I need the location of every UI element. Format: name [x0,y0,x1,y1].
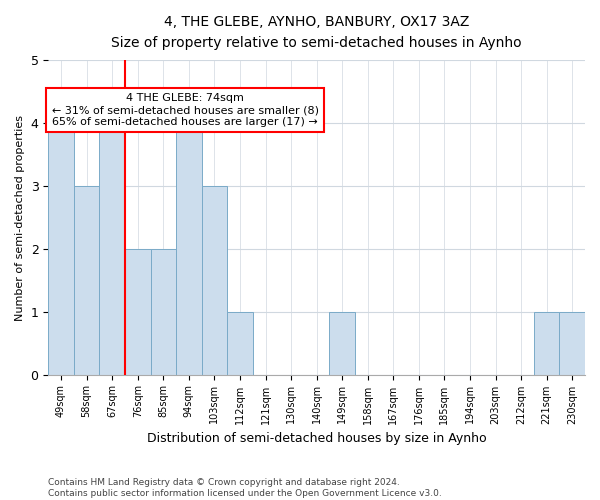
Bar [227,312,253,374]
Bar [534,312,559,374]
Bar [125,249,151,374]
Bar [151,249,176,374]
Text: Contains HM Land Registry data © Crown copyright and database right 2024.
Contai: Contains HM Land Registry data © Crown c… [48,478,442,498]
Bar [559,312,585,374]
Bar [202,186,227,374]
Bar [329,312,355,374]
X-axis label: Distribution of semi-detached houses by size in Aynho: Distribution of semi-detached houses by … [147,432,487,445]
Text: 4 THE GLEBE: 74sqm
← 31% of semi-detached houses are smaller (8)
65% of semi-det: 4 THE GLEBE: 74sqm ← 31% of semi-detache… [52,94,319,126]
Bar [74,186,100,374]
Bar [176,124,202,374]
Y-axis label: Number of semi-detached properties: Number of semi-detached properties [15,114,25,320]
Title: 4, THE GLEBE, AYNHO, BANBURY, OX17 3AZ
Size of property relative to semi-detache: 4, THE GLEBE, AYNHO, BANBURY, OX17 3AZ S… [112,15,522,50]
Bar [100,124,125,374]
Bar [48,124,74,374]
